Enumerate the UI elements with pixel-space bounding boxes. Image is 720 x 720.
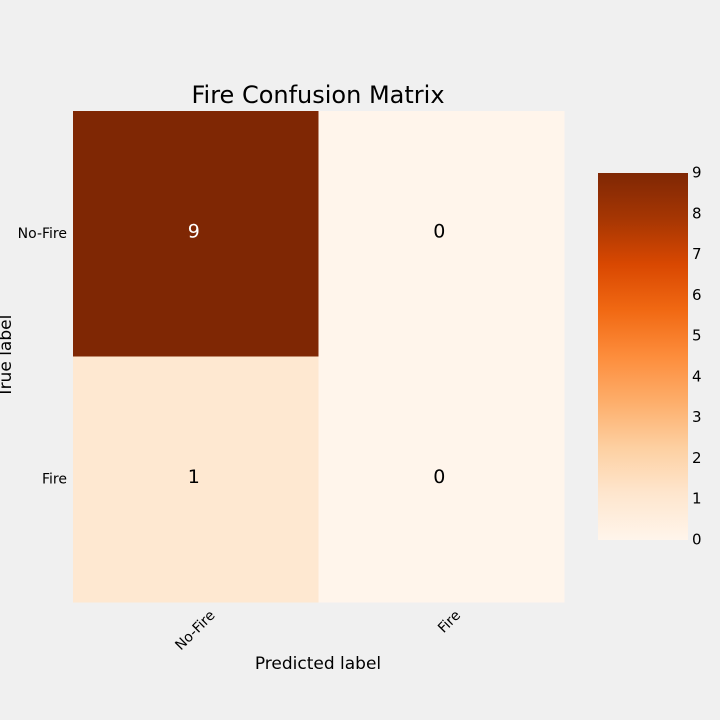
heatmap-cell (73, 356, 319, 603)
cell-value-label: 0 (433, 220, 445, 242)
y-tick-label: No-Fire (18, 226, 67, 242)
colorbar (598, 173, 688, 540)
cell-value-label: 9 (188, 220, 200, 242)
colorbar-tick-label: 7 (692, 245, 702, 263)
cell-value-label: 0 (433, 466, 445, 488)
heatmap-cell (318, 111, 565, 357)
x-tick-labels: No-Fire Fire (172, 608, 464, 654)
y-axis-label: True label (0, 315, 16, 399)
colorbar-tick-label: 9 (692, 164, 702, 182)
cell-value-labels: 9 0 1 0 (188, 220, 446, 488)
heatmap-cells (73, 111, 565, 603)
chart-title: Fire Confusion Matrix (191, 81, 444, 109)
colorbar-tick-label: 0 (692, 531, 702, 549)
x-tick-label: No-Fire (172, 608, 218, 654)
colorbar-tick-label: 5 (692, 327, 702, 345)
x-axis-label: Predicted label (255, 654, 381, 674)
y-tick-labels: No-Fire Fire (18, 226, 67, 488)
colorbar-tick-label: 6 (692, 286, 702, 304)
heatmap-cell (73, 111, 319, 357)
cell-value-label: 1 (188, 466, 200, 488)
colorbar-tick-label: 8 (692, 204, 702, 222)
colorbar-tick-label: 3 (692, 408, 702, 426)
colorbar-tick-label: 2 (692, 449, 702, 467)
heatmap-cell (318, 356, 565, 603)
colorbar-tick-labels: 0 1 2 3 4 5 6 7 8 9 (692, 164, 702, 549)
y-tick-label: Fire (42, 471, 67, 487)
x-tick-label: Fire (435, 608, 464, 637)
colorbar-tick-label: 1 (692, 490, 702, 508)
colorbar-tick-label: 4 (692, 367, 702, 385)
